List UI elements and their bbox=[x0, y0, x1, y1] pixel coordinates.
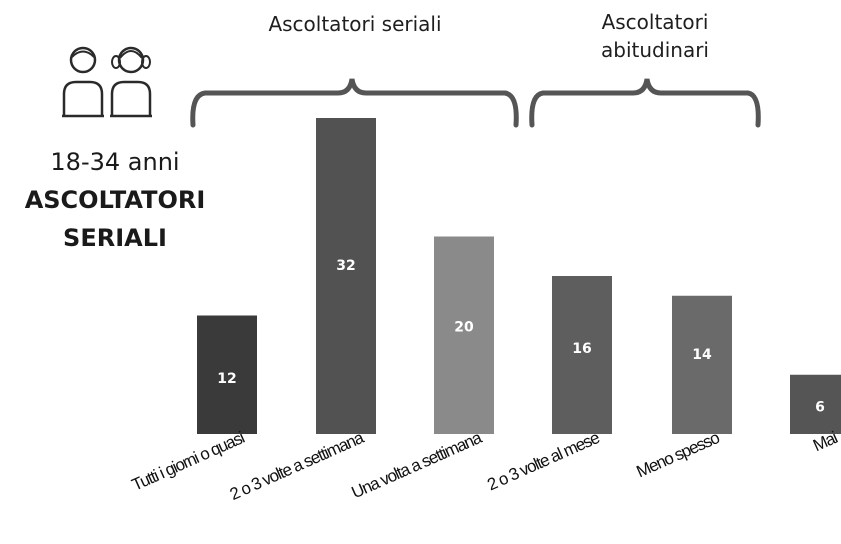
bar-4 bbox=[552, 276, 612, 434]
bar-value-label-4: 16 bbox=[572, 341, 591, 357]
group-bracket-seriali bbox=[190, 78, 519, 128]
bar-5 bbox=[672, 295, 732, 434]
group-label-abitudinari-line2: abitudinari bbox=[601, 38, 709, 62]
segment-title-line1: ASCOLTATORI bbox=[24, 186, 206, 214]
group-label-abitudinari: Ascoltatori abitudinari bbox=[540, 8, 770, 64]
category-label-4: 2 o 3 volte al mese bbox=[484, 428, 602, 494]
two-people-icon bbox=[62, 46, 152, 118]
segment-title-line2: SERIALI bbox=[63, 224, 167, 252]
bar-value-label-1: 12 bbox=[217, 371, 236, 387]
group-label-seriali: Ascoltatori seriali bbox=[268, 12, 442, 36]
group-label-abitudinari-line1: Ascoltatori bbox=[601, 10, 709, 34]
age-range-label: 18-34 anni bbox=[50, 148, 180, 176]
bar-2 bbox=[316, 118, 376, 434]
group-bracket-abitudinari bbox=[529, 78, 761, 128]
category-label-5: Meno spesso bbox=[634, 428, 723, 481]
bar-value-label-5: 14 bbox=[692, 347, 712, 363]
bar-3 bbox=[434, 236, 494, 434]
category-label-2: 2 o 3 volte a settimana bbox=[227, 428, 367, 504]
bar-1 bbox=[197, 315, 257, 434]
bar-value-label-6: 6 bbox=[815, 399, 825, 415]
bar-value-label-2: 32 bbox=[336, 258, 355, 274]
category-label-3: Una volta a settimana bbox=[349, 428, 486, 503]
bar-value-label-3: 20 bbox=[454, 319, 474, 335]
bar-6 bbox=[790, 374, 841, 434]
